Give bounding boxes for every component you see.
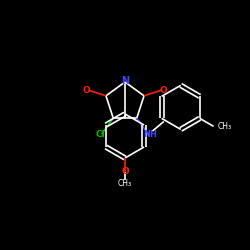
Text: O: O xyxy=(83,86,91,95)
Text: O: O xyxy=(159,86,167,95)
Text: N: N xyxy=(121,76,129,86)
Text: NH: NH xyxy=(144,130,158,139)
Text: CH₃: CH₃ xyxy=(218,122,232,131)
Text: CH₃: CH₃ xyxy=(118,180,132,188)
Text: O: O xyxy=(121,168,129,176)
Text: Cl: Cl xyxy=(96,130,105,139)
